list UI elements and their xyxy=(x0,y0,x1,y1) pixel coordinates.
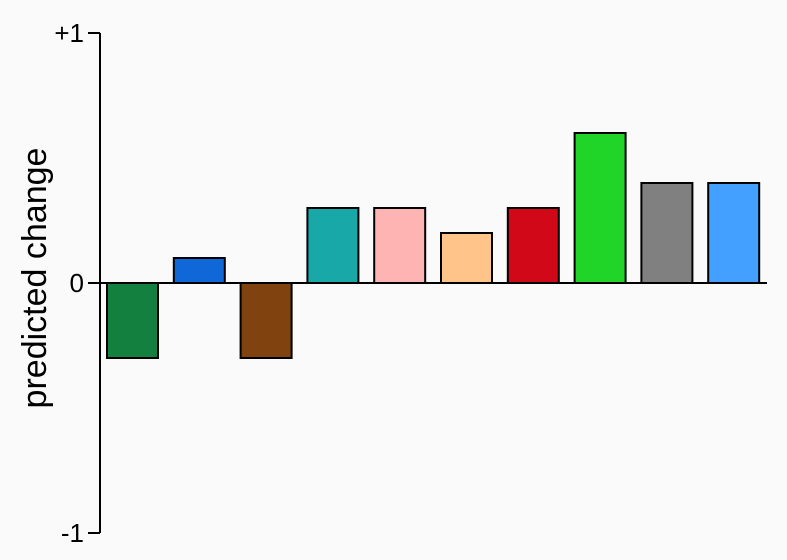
bar-9 xyxy=(640,182,694,284)
bar-3 xyxy=(239,282,293,359)
y-ticks-group: +1 0 -1 xyxy=(54,18,100,548)
y-axis-title: predicted change xyxy=(16,148,54,409)
bar-5 xyxy=(373,207,427,284)
bars-group xyxy=(106,132,761,359)
bar-2 xyxy=(172,257,226,284)
y-tick-label: -1 xyxy=(61,518,84,548)
bar-7 xyxy=(506,207,560,284)
y-tick-label: +1 xyxy=(54,18,84,48)
bar-4 xyxy=(306,207,360,284)
bar-10 xyxy=(707,182,761,284)
bar-6 xyxy=(440,232,493,284)
y-tick-label: 0 xyxy=(70,268,84,298)
bar-8 xyxy=(573,132,627,284)
bar-1 xyxy=(106,282,159,359)
